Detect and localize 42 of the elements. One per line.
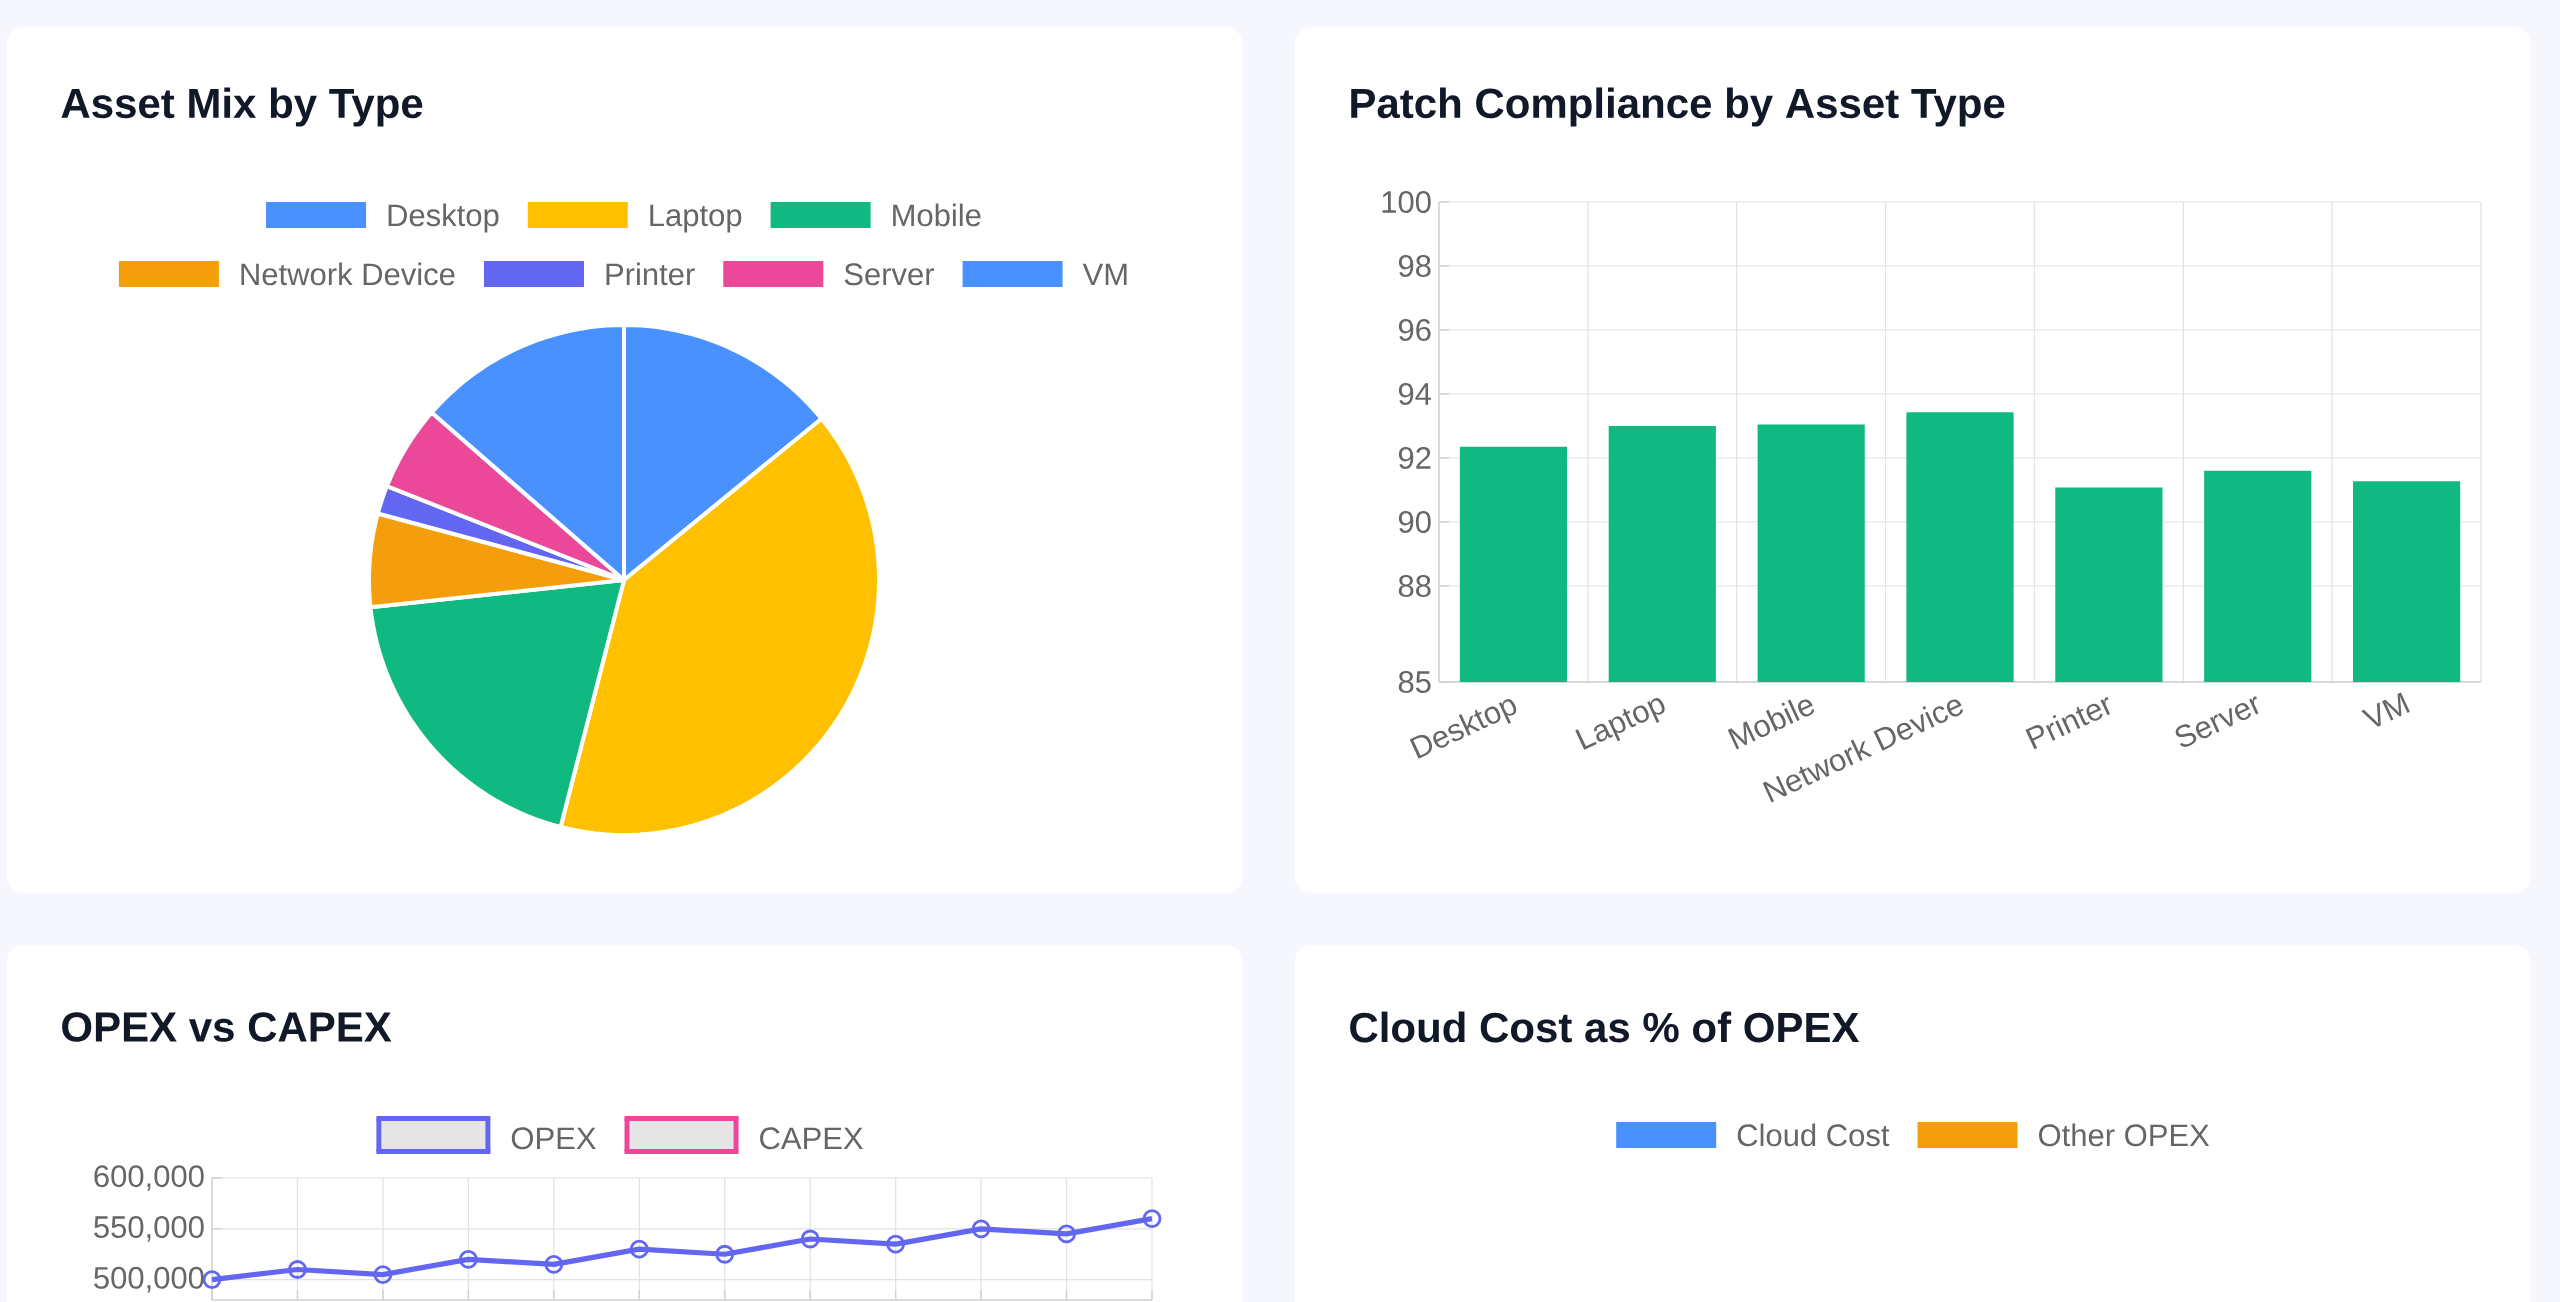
- y-tick-label: 88: [1398, 575, 1431, 597]
- y-tick-label: 500,000: [94, 1266, 204, 1293]
- y-tick-label: 550,000: [94, 1216, 204, 1242]
- y-tick-label: 96: [1398, 319, 1431, 341]
- y-tick-label: 92: [1398, 447, 1431, 469]
- point: [1057, 1224, 1076, 1244]
- y-tick-label: 600,000: [94, 1165, 204, 1191]
- x-tick-label: VM: [2361, 692, 2410, 727]
- x-tick-label: Server: [2175, 696, 2259, 747]
- legend-label: Printer: [606, 262, 695, 286]
- point: [202, 1270, 222, 1290]
- legend-label: VM: [1082, 263, 1127, 285]
- point: [800, 1229, 820, 1249]
- legend-label: Laptop: [650, 204, 742, 233]
- x-tick-label: Printer: [2025, 696, 2110, 750]
- y-tick-label: 85: [1398, 671, 1431, 693]
- legend-label: OPEX: [511, 1127, 596, 1150]
- point: [373, 1265, 393, 1284]
- point: [886, 1234, 906, 1254]
- y-tick-label: 98: [1398, 255, 1431, 277]
- y-tick-label: 90: [1398, 511, 1431, 533]
- y-tick-label: 100: [1382, 191, 1431, 213]
- text: Cloud Cost as % of OPEX: [1350, 1011, 1860, 1043]
- point: [971, 1219, 991, 1239]
- point: [715, 1244, 735, 1264]
- point: [458, 1249, 478, 1269]
- legend-label: Network Device: [241, 262, 455, 286]
- point: [629, 1239, 649, 1259]
- point: [544, 1255, 564, 1274]
- chart-title: Asset Mix by Type: [61, 87, 423, 127]
- category-label: Cloud Cost: [1737, 1123, 1890, 1147]
- legend-label: Mobile: [893, 203, 981, 227]
- legend-label: Server: [844, 263, 935, 286]
- legend-label: CAPEX: [760, 1127, 863, 1150]
- chart-title: OPEX vs CAPEX: [62, 1012, 392, 1042]
- y-tick-label: 94: [1398, 383, 1432, 405]
- legend-label: Desktop: [388, 203, 499, 233]
- x-tick-label: Laptop: [1575, 698, 1665, 750]
- point: [1142, 1209, 1162, 1229]
- category-label: Other OPEX: [2039, 1123, 2210, 1147]
- chart-title: Patch Compliance by Asset Type: [1351, 87, 2005, 127]
- point: [288, 1260, 307, 1279]
